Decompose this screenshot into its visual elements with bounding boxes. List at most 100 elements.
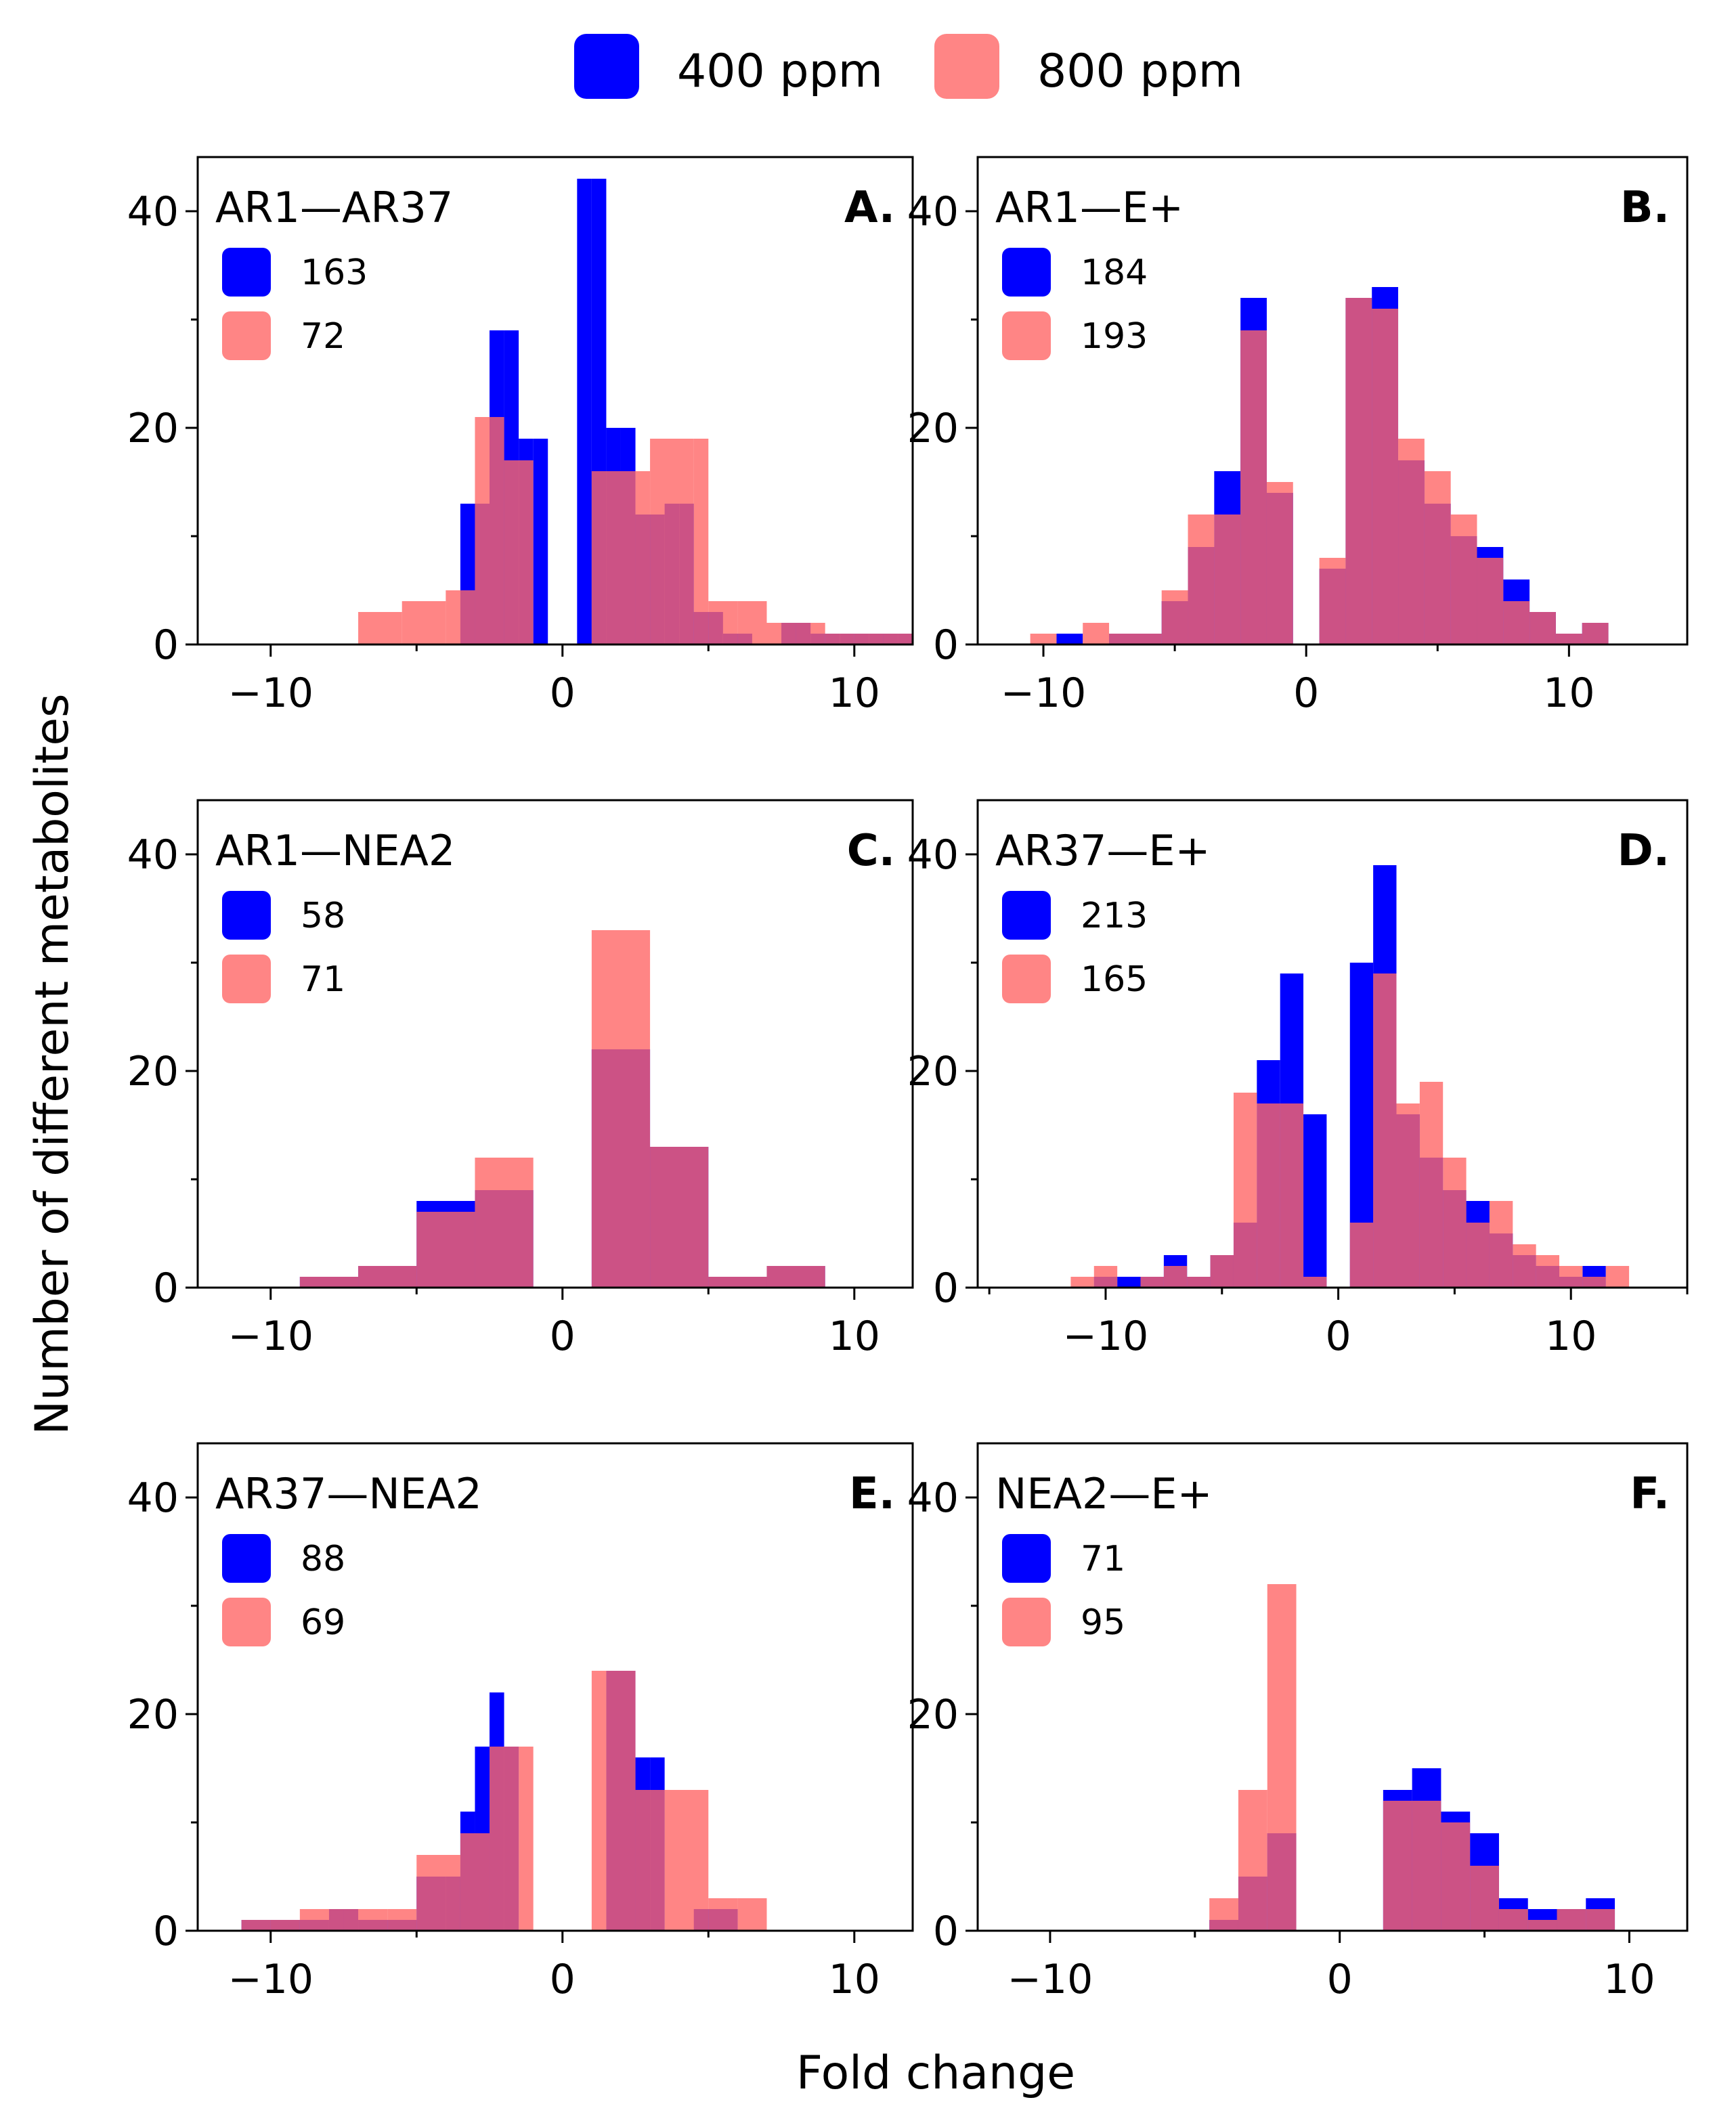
bar-800ppm: [1559, 1266, 1583, 1288]
plot-area: [358, 179, 913, 644]
panel-legend-swatch-400ppm: [1002, 1534, 1051, 1583]
bar-800ppm: [1267, 1584, 1297, 1931]
bar-800ppm: [1373, 973, 1397, 1288]
bar-800ppm: [1536, 1255, 1560, 1288]
bar-800ppm: [606, 1671, 636, 1931]
panel-c: 0 20 40 −10 0 10 AR1—NEA2 C. 58 71: [127, 799, 914, 1360]
series-400ppm: [1093, 865, 1606, 1288]
bar-800ppm: [708, 601, 738, 644]
bar-800ppm: [402, 601, 446, 644]
bar-800ppm: [1070, 1277, 1094, 1288]
bar-400ppm: [1303, 1114, 1327, 1288]
panel-legend-swatch-800ppm: [222, 955, 271, 1003]
panel-a-title: AR1—AR37: [215, 183, 453, 232]
bar-800ppm: [475, 1158, 534, 1288]
panel-c-label: C.: [847, 826, 895, 876]
plot-area: [1030, 287, 1609, 644]
x-tick-label: 0: [1325, 1313, 1351, 1360]
bar-800ppm: [591, 1671, 607, 1931]
bar-800ppm: [1233, 1093, 1257, 1288]
bar-800ppm: [490, 1747, 519, 1931]
y-tick-label: 40: [907, 188, 959, 236]
x-tick-label: −10: [227, 1313, 313, 1360]
bar-800ppm: [460, 1833, 490, 1931]
x-tick-label: −10: [227, 1956, 313, 2003]
bar-800ppm: [693, 439, 709, 644]
panel-d-label: D.: [1618, 826, 1670, 876]
series-800ppm: [358, 417, 913, 644]
x-tick-label: 10: [1545, 1313, 1597, 1360]
x-tick-label: 0: [1293, 670, 1319, 717]
bar-800ppm: [1605, 1266, 1630, 1288]
legend-swatch-400ppm: [574, 34, 639, 99]
bar-800ppm: [475, 417, 504, 644]
x-axis-title: Fold change: [796, 2047, 1075, 2100]
y-tick-label: 40: [127, 1474, 179, 1522]
plot-area: [1070, 865, 1630, 1288]
bar-800ppm: [1257, 1103, 1280, 1288]
bar-800ppm: [1383, 1801, 1412, 1931]
bar-800ppm: [1503, 601, 1530, 644]
panel-legend-count-400ppm: 213: [1081, 896, 1148, 936]
bar-800ppm: [796, 623, 825, 644]
panel-legend-count-800ppm: 71: [301, 959, 345, 1000]
bar-800ppm: [635, 1790, 665, 1931]
bar-800ppm: [1489, 1201, 1513, 1288]
bar-800ppm: [1238, 1790, 1267, 1931]
plot-area: [241, 1671, 767, 1931]
bar-800ppm: [299, 1909, 344, 1931]
bar-800ppm: [1582, 1277, 1606, 1288]
panel-legend-swatch-800ppm: [1002, 955, 1051, 1003]
bar-800ppm: [591, 471, 636, 644]
bar-800ppm: [766, 623, 796, 644]
x-tick-label: −10: [1007, 1956, 1093, 2003]
y-tick-label: 0: [153, 1908, 179, 1955]
bar-800ppm: [1109, 634, 1162, 644]
bar-800ppm: [1498, 1909, 1528, 1931]
bar-800ppm: [416, 1855, 460, 1931]
panel-legend-swatch-800ppm: [222, 311, 271, 360]
axes-frame: [196, 799, 914, 1289]
panel-legend-swatch-400ppm: [1002, 891, 1051, 940]
y-axis-title: Number of different metabolites: [26, 693, 79, 1435]
panel-legend-count-800ppm: 72: [301, 316, 345, 357]
bar-800ppm: [650, 439, 694, 644]
series-400ppm: [299, 1049, 825, 1288]
bar-800ppm: [664, 1790, 709, 1931]
bar-800ppm: [1280, 1103, 1304, 1288]
bar-800ppm: [1555, 634, 1582, 644]
panel-f: 0 20 40 −10 0 10 NEA2—E+ F. 71 95: [907, 1442, 1689, 2003]
panel-b-title: AR1—E+: [995, 183, 1184, 232]
bar-800ppm: [1030, 634, 1057, 644]
bar-800ppm: [1424, 471, 1451, 644]
bar-800ppm: [854, 634, 884, 644]
axes-frame: [976, 156, 1689, 646]
bar-800ppm: [416, 1212, 475, 1288]
panel-legend-count-400ppm: 88: [301, 1539, 345, 1579]
bar-800ppm: [1214, 515, 1241, 644]
bar-800ppm: [708, 1898, 738, 1931]
bar-800ppm: [1372, 309, 1399, 644]
panel-f-label: F.: [1630, 1469, 1670, 1519]
bar-800ppm: [1412, 1801, 1441, 1931]
series-800ppm: [1030, 298, 1609, 644]
panel-legend-count-800ppm: 193: [1081, 316, 1148, 357]
bar-400ppm: [1056, 634, 1083, 644]
bar-800ppm: [241, 1920, 271, 1931]
bar-800ppm: [299, 1277, 359, 1288]
panel-legend-swatch-400ppm: [222, 1534, 271, 1583]
y-tick-label: 0: [933, 1265, 959, 1312]
x-tick-label: −10: [1063, 1313, 1149, 1360]
panel-legend-count-400ppm: 58: [301, 896, 345, 936]
bar-800ppm: [270, 1920, 300, 1931]
bar-800ppm: [1163, 1266, 1188, 1288]
bar-800ppm: [1470, 1866, 1499, 1931]
panel-a-label: A.: [844, 183, 895, 233]
legend-label-400ppm: 400 ppm: [677, 45, 883, 98]
series-800ppm: [241, 1671, 767, 1931]
plot-area: [1209, 1584, 1615, 1931]
panel-e-title: AR37—NEA2: [215, 1469, 482, 1518]
bar-400ppm: [577, 179, 592, 644]
axes-frame: [196, 156, 914, 646]
bar-800ppm: [650, 1147, 709, 1288]
